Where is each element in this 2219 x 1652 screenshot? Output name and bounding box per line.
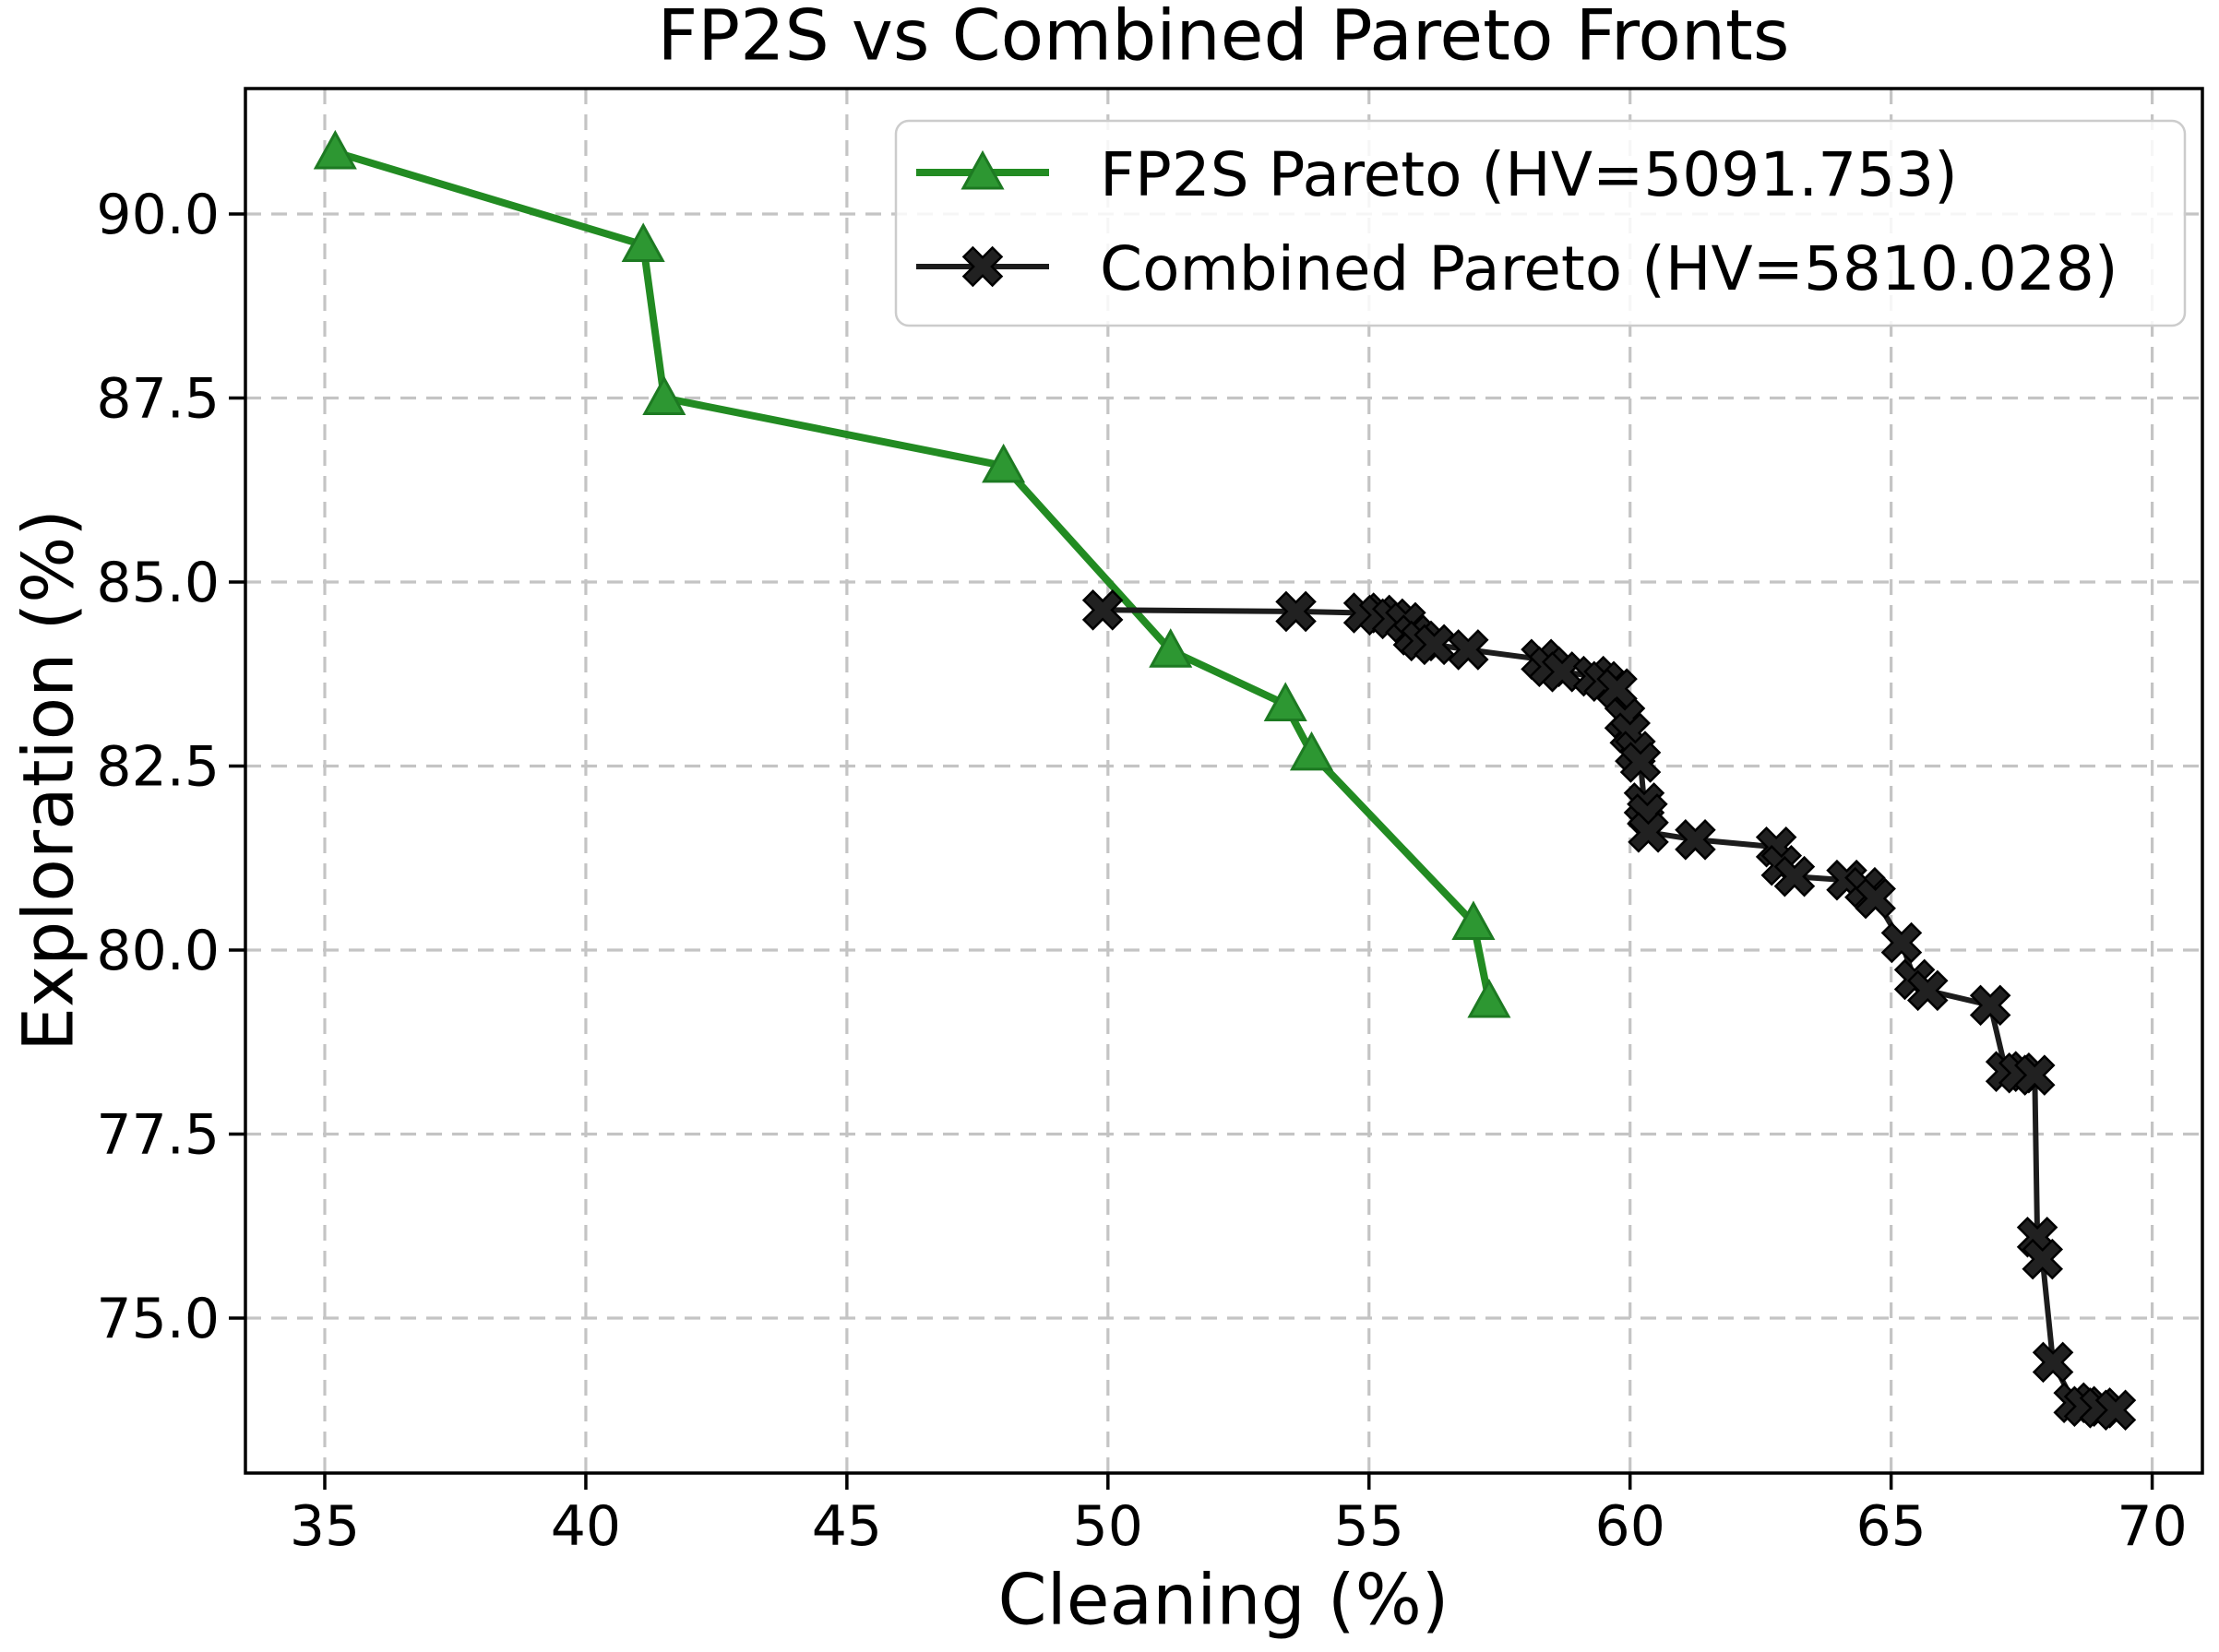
y-tick-label: 77.5	[96, 1103, 220, 1168]
plot-border	[244, 87, 2204, 1475]
marker-triangle	[1263, 682, 1307, 721]
marker-x	[1880, 921, 1923, 964]
y-tick-label: 80.0	[96, 919, 220, 983]
x-tick-label: 55	[1334, 1494, 1404, 1559]
x-axis-label: Cleaning (%)	[997, 1558, 1450, 1641]
y-tick-labels: 75.0 77.5 80.0 82.5 85.0 87.5 90.0	[96, 183, 220, 1351]
marker-triangle	[642, 375, 686, 415]
x-ticks	[323, 1473, 2154, 1490]
x-tick-labels: 35 40 45 50 55 60 65 70	[290, 1494, 2188, 1559]
marker-triangle	[313, 129, 357, 170]
marker-x	[1081, 589, 1124, 631]
marker-x	[1541, 651, 1583, 693]
marker-x	[1906, 969, 1949, 1012]
legend-box	[894, 119, 2187, 327]
marker-triangle	[1289, 731, 1334, 771]
marker-x	[1773, 855, 1816, 897]
legend-label-combined: Combined Pareto (HV=5810.028)	[1100, 233, 2118, 304]
x-tick-label: 40	[551, 1494, 621, 1559]
legend-entry-fp2s: FP2S Pareto (HV=5091.753)	[916, 139, 1958, 210]
marker-x	[2094, 1389, 2137, 1432]
legend-entry-combined: Combined Pareto (HV=5810.028)	[916, 233, 2118, 304]
marker-triangle	[1451, 900, 1496, 940]
y-axis-label: Exploration (%)	[6, 509, 89, 1052]
marker-x	[2022, 1238, 2064, 1280]
marker-x	[1414, 624, 1455, 666]
x-tick-label: 45	[812, 1494, 882, 1559]
marker-triangle	[982, 443, 1026, 483]
legend-x-icon	[961, 245, 1004, 288]
marker-x	[2032, 1341, 2074, 1384]
series-combined	[1081, 589, 2137, 1432]
marker-triangle	[621, 222, 665, 263]
marker-triangle	[1149, 628, 1193, 668]
legend: FP2S Pareto (HV=5091.753) Combined Pareto…	[894, 119, 2187, 327]
marker-x	[1619, 742, 1662, 783]
marker-x	[1969, 984, 2011, 1027]
legend-label-fp2s: FP2S Pareto (HV=5091.753)	[1100, 139, 1958, 210]
marker-x	[2013, 1054, 2056, 1096]
series-fp2s	[313, 129, 1511, 1018]
marker-x	[1275, 590, 1317, 633]
marker-x	[1855, 877, 1896, 920]
x-tick-label: 65	[1855, 1494, 1926, 1559]
y-tick-label: 90.0	[96, 183, 220, 247]
x-tick-label: 50	[1073, 1494, 1143, 1559]
y-tick-label: 75.0	[96, 1287, 220, 1351]
y-tick-label: 87.5	[96, 367, 220, 432]
legend-triangle-icon	[960, 149, 1005, 190]
marker-x	[1628, 812, 1669, 853]
marker-x	[1675, 819, 1716, 861]
y-ticks	[229, 212, 245, 1320]
y-tick-label: 85.0	[96, 551, 220, 615]
marker-x	[1448, 629, 1489, 671]
x-tick-label: 60	[1595, 1494, 1665, 1559]
chart-title: FP2S vs Combined Pareto Fronts	[657, 0, 1790, 77]
marker-triangle	[1467, 978, 1511, 1018]
x-tick-label: 70	[2117, 1494, 2187, 1559]
y-tick-label: 82.5	[96, 735, 220, 800]
x-tick-label: 35	[290, 1494, 360, 1559]
